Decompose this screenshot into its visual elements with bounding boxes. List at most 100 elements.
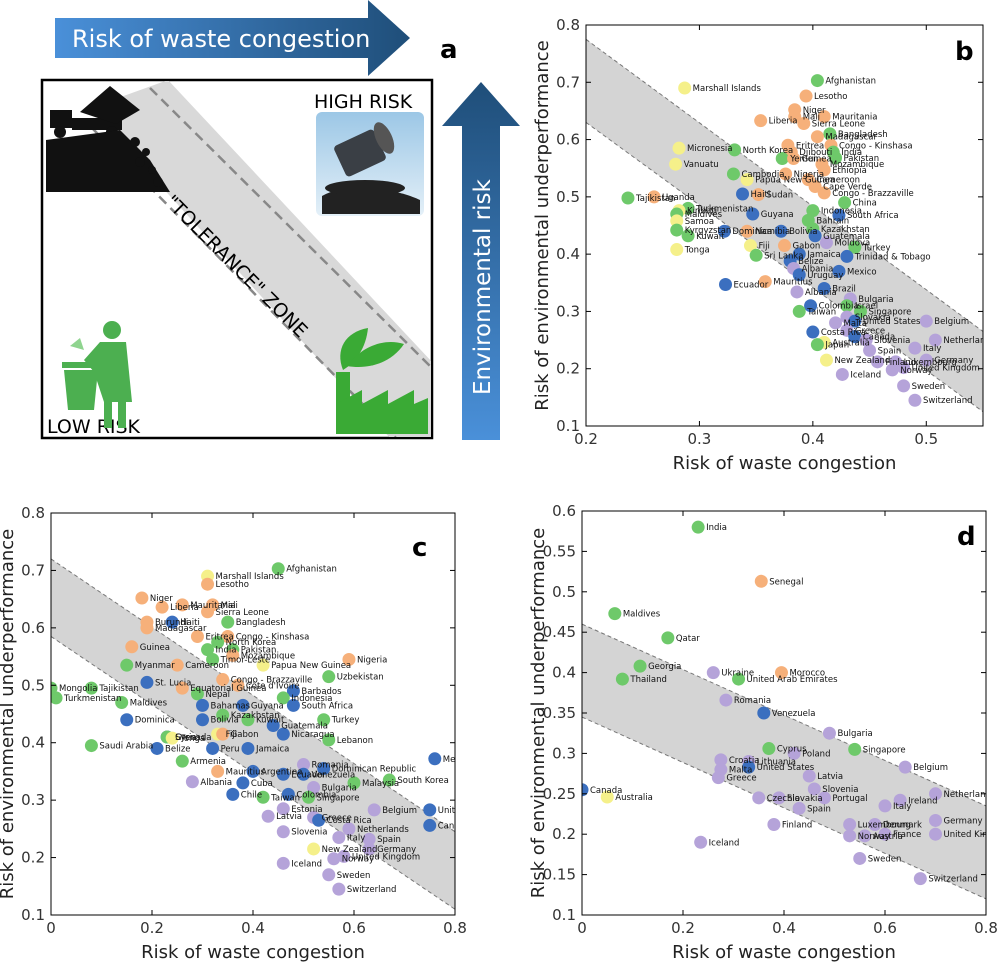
chart-b-point	[832, 264, 846, 278]
green-factory-icon	[336, 328, 428, 434]
chart-d-y-tick-label: 0.3	[552, 744, 576, 762]
chart-c-point-label: Bulgaria	[322, 784, 357, 794]
chart-d-point-label: Greece	[726, 774, 756, 784]
environmental-risk-arrow	[442, 82, 520, 440]
chart-c-point-label: Mozambique	[241, 651, 295, 661]
chart-c-point	[261, 809, 275, 823]
chart-c-point-label: Syria	[175, 733, 197, 743]
chart-d-point	[853, 851, 867, 865]
chart-c-point-label: Albania	[200, 778, 232, 788]
chart-b-point-label: Uganda	[662, 193, 695, 203]
chart-b-point	[806, 325, 820, 339]
chart-c-point	[216, 727, 230, 741]
chart-b-point	[919, 353, 933, 367]
chart-d-point	[719, 693, 733, 707]
chart-c-point-label: Burundi	[155, 618, 188, 628]
chart-c-point-label: Greece	[322, 813, 352, 823]
chart-b-point	[840, 299, 854, 313]
chart-b-point-label: Belgium	[934, 317, 969, 327]
chart-b-point	[670, 243, 684, 257]
chart-d-point-label: Morocco	[789, 669, 825, 679]
chart-c-point	[140, 621, 154, 635]
chart-c-point-label: Dominica	[135, 716, 175, 726]
chart-c-point	[423, 803, 437, 817]
chart-b-point-label: Sri Lanka	[764, 251, 803, 261]
chart-d-point-label: Czechia	[767, 794, 800, 804]
chart-d-point	[787, 746, 801, 760]
chart-d-point-label: Slovakia	[787, 794, 823, 804]
chart-d-point	[762, 742, 776, 756]
chart-b-point-label: Tajikistan	[635, 194, 675, 204]
chart-c-point	[190, 687, 204, 701]
chart-c-point-label: Mauritius	[226, 767, 266, 777]
chart-c-point-label: Argentina	[261, 767, 302, 777]
chart-c-point-label: Mexico	[443, 755, 473, 765]
chart-b-point-label: Turkey	[862, 243, 891, 253]
chart-b-point-label: Cape Verde	[823, 183, 872, 193]
chart-c-point-label: St. Lucia	[155, 678, 191, 688]
chart-b-point	[817, 186, 831, 200]
chart-b-point-label: Guinea	[802, 154, 832, 164]
chart-b-point-label: Eritrea	[796, 141, 824, 151]
chart-b-y-tick-label: 0.7	[556, 73, 580, 91]
chart-b-point-label: Bolivia	[789, 227, 817, 237]
chart-c-point	[216, 708, 230, 722]
chart-d-point-label: Finland	[782, 821, 812, 831]
chart-b-point-label: Namibia	[755, 227, 790, 237]
chart-d-point-label: Thailand	[629, 675, 667, 685]
chart-d-point	[694, 835, 708, 849]
chart-b-point	[749, 248, 763, 262]
chart-d-y-tick-label: 0.35	[543, 704, 576, 722]
chart-c-point-label: Pakistan	[241, 646, 277, 656]
chart-c-point-label: Liberia	[170, 603, 199, 613]
zone-upper-edge	[149, 87, 431, 369]
chart-c-point	[84, 681, 98, 695]
chart-c-point-label: Nicaragua	[291, 730, 334, 740]
chart-c-y-tick-label: 0.6	[21, 619, 45, 637]
chart-b-point	[774, 224, 788, 238]
chart-d-band-lower-edge	[582, 716, 986, 900]
chart-b-x-tick-label: 0.4	[801, 430, 825, 448]
chart-c-y-tick-label: 0.5	[21, 676, 45, 694]
chart-d-point	[817, 791, 831, 805]
chart-b-point	[919, 314, 933, 328]
chart-c-point-label: Italy	[347, 833, 365, 843]
chart-b-point-label: Tonga	[684, 246, 710, 256]
chart-d-x-tick-label: 0.2	[671, 919, 695, 937]
chart-b-point	[726, 167, 740, 181]
chart-c-point-label: Tajikistan	[98, 684, 138, 694]
chart-b-point-label: Finland	[886, 358, 916, 368]
chart-b-point-label: Bahrain	[816, 216, 849, 226]
chart-d-x-tick-label: 0.8	[974, 919, 998, 937]
chart-c-point	[337, 849, 351, 863]
chart-b-point	[810, 74, 824, 88]
chart-d-y-tick-label: 0.25	[543, 785, 576, 803]
chart-c-tolerance-band	[51, 558, 455, 910]
chart-c-point	[367, 803, 381, 817]
chart-c-y-tick-label: 0.4	[21, 734, 45, 752]
chart-c-point-label: Ecuador	[291, 770, 326, 780]
chart-b-point	[797, 117, 811, 131]
chart-b-y-tick-label: 0.2	[556, 360, 580, 378]
chart-c-point	[226, 648, 240, 662]
chart-c-point-label: Canada	[438, 821, 470, 831]
chart-c-point	[211, 764, 225, 778]
chart-d-y-tick-label: 0.15	[543, 866, 576, 884]
chart-d-point	[898, 760, 912, 774]
chart-d-point-label: Maldives	[623, 610, 661, 620]
chart-c-point-label: Cuba	[251, 779, 273, 789]
chart-c-y-tick-label: 0.2	[21, 849, 45, 867]
chart-c-point	[317, 713, 331, 727]
chart-c-point-label: Bahamas	[211, 701, 251, 711]
chart-b-point	[848, 314, 862, 328]
chart-b-point-label: Yemen	[789, 154, 818, 164]
chart-d-x-axis-label: Risk of waste congestion	[672, 942, 896, 963]
chart-b-band-upper-edge	[586, 38, 983, 332]
chart-b-y-axis-label: Risk of environmental underperformance	[532, 40, 553, 411]
chart-b-point-label: Haiti	[751, 190, 771, 200]
chart-d-point-label: Lithuania	[757, 757, 796, 767]
chart-b-point	[754, 114, 768, 128]
chart-d-y-tick-label: 0.6	[552, 502, 576, 520]
chart-d-point-label: United Kingdom	[944, 830, 1000, 840]
chart-d-point-label: France	[893, 830, 921, 840]
